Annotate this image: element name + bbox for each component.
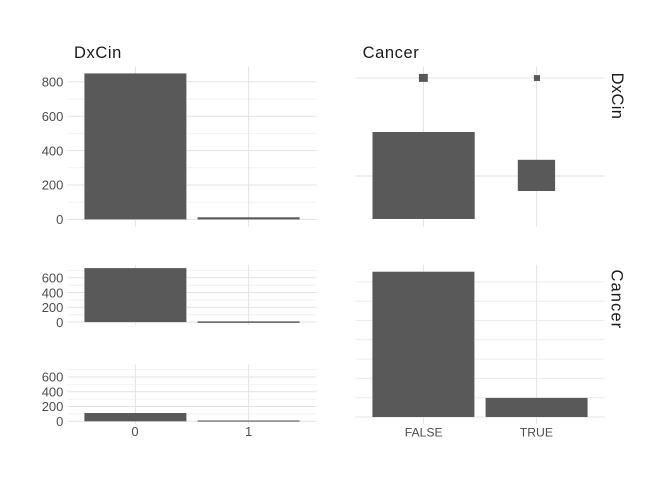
svg-text:600: 600 bbox=[42, 109, 64, 124]
svg-text:0: 0 bbox=[56, 212, 63, 227]
svg-text:600: 600 bbox=[42, 370, 64, 385]
svg-text:200: 200 bbox=[42, 399, 64, 414]
svg-text:600: 600 bbox=[42, 271, 64, 286]
svg-text:400: 400 bbox=[42, 385, 64, 400]
svg-text:0: 0 bbox=[56, 315, 63, 330]
svg-text:FALSE: FALSE bbox=[405, 425, 443, 439]
svg-text:1: 1 bbox=[245, 424, 252, 439]
svg-text:DxCin: DxCin bbox=[74, 44, 122, 62]
svg-text:DxCin: DxCin bbox=[608, 73, 626, 120]
svg-text:0: 0 bbox=[131, 424, 138, 439]
svg-text:Cancer: Cancer bbox=[608, 270, 626, 330]
svg-text:200: 200 bbox=[42, 178, 64, 193]
svg-text:400: 400 bbox=[42, 285, 64, 300]
svg-text:TRUE: TRUE bbox=[520, 425, 553, 439]
svg-text:400: 400 bbox=[42, 143, 64, 158]
svg-text:Cancer: Cancer bbox=[363, 44, 420, 62]
svg-text:800: 800 bbox=[42, 75, 64, 90]
svg-text:0: 0 bbox=[56, 414, 63, 429]
svg-text:200: 200 bbox=[42, 300, 64, 315]
